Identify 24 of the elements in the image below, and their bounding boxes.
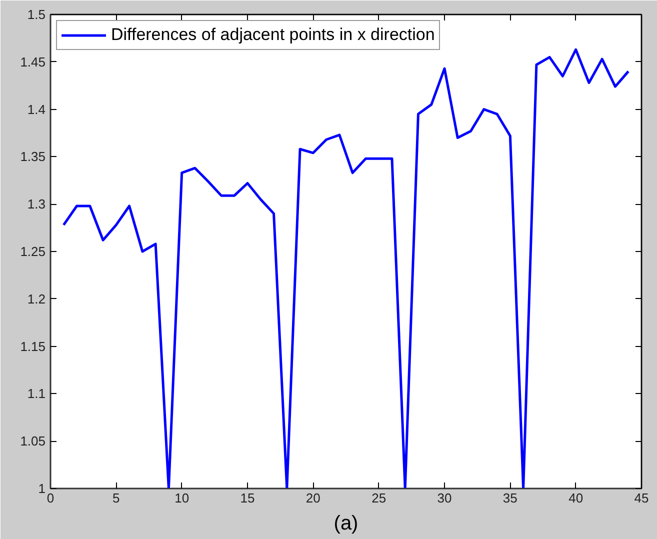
y-tick-label: 1.1	[27, 386, 46, 402]
y-tick-label: 1.25	[20, 244, 46, 259]
y-tick-label: 1.3	[27, 196, 46, 212]
x-tick-label: 15	[240, 490, 255, 506]
x-tick-label: 0	[46, 490, 54, 506]
x-tick-label: 30	[437, 490, 452, 506]
x-tick-label: 45	[634, 490, 649, 506]
x-tick-label: 35	[502, 490, 518, 506]
y-tick-label: 1.5	[27, 7, 46, 22]
x-tick-label: 5	[112, 490, 120, 506]
y-tick-label: 1.35	[20, 149, 46, 164]
x-tick-label: 10	[174, 490, 190, 506]
y-tick-label: 1.2	[27, 291, 46, 306]
line-series	[62, 48, 630, 488]
legend-label: Differences of adjacent points in x direction	[111, 25, 435, 45]
y-tick-label: 1	[38, 481, 46, 496]
y-tick-label: 1.05	[20, 434, 46, 449]
x-tick-label: 20	[306, 490, 320, 506]
x-tick-label: 25	[372, 490, 386, 506]
y-tick-label: 1.4	[27, 102, 46, 117]
x-tick-label: 40	[568, 490, 584, 506]
y-tick-label: 1.45	[20, 54, 46, 70]
text: (a)	[334, 512, 358, 534]
y-tick-label: 1.15	[20, 338, 46, 354]
